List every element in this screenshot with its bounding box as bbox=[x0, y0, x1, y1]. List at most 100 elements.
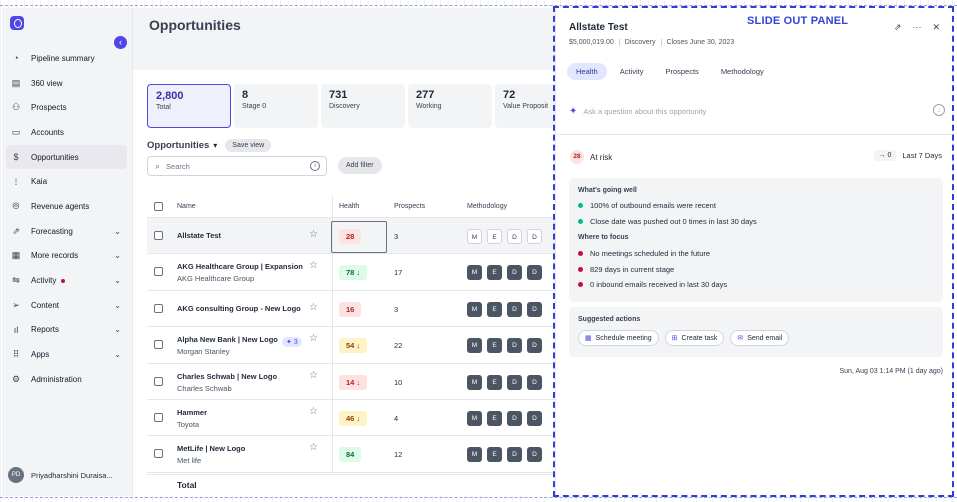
opportunity-name[interactable]: Hammer bbox=[177, 407, 208, 417]
methodology-step-d[interactable]: D bbox=[527, 410, 542, 426]
methodology-step-m[interactable]: M bbox=[467, 338, 482, 354]
table-row[interactable]: AKG Healthcare Group | Expansion AKG Heal… bbox=[147, 254, 555, 291]
sidebar-item-opportunities[interactable]: $ Opportunities bbox=[6, 144, 127, 170]
star-icon[interactable]: ☆ bbox=[309, 301, 318, 313]
account-name[interactable]: Met life bbox=[177, 456, 202, 466]
stage-card-discovery[interactable]: 731 Discovery bbox=[321, 84, 405, 128]
methodology-step-e[interactable]: E bbox=[487, 447, 502, 463]
sidebar-item-revenue-agents[interactable]: ⦾ Revenue agents bbox=[2, 194, 133, 219]
sidebar-item-apps[interactable]: ⠿ Apps ⌄ bbox=[2, 342, 133, 367]
opportunity-name[interactable]: AKG consulting Group - New Logo bbox=[177, 303, 301, 313]
account-name[interactable]: Morgan Stanley bbox=[177, 347, 230, 357]
opportunity-name[interactable]: Allstate Test bbox=[177, 231, 222, 240]
create-task-button[interactable]: ⊞ Create task bbox=[664, 330, 725, 346]
methodology-step-d[interactable]: D bbox=[527, 374, 542, 390]
methodology-step-d[interactable]: D bbox=[527, 447, 542, 463]
opportunity-name[interactable]: MetLife | New Logo bbox=[177, 444, 246, 454]
chevron-down-icon[interactable]: ⌄ bbox=[114, 226, 121, 236]
health-score-badge[interactable]: 46 ↓ bbox=[339, 410, 368, 426]
row-checkbox[interactable] bbox=[154, 267, 163, 277]
health-score-badge[interactable]: 28 bbox=[339, 229, 362, 244]
tab-activity[interactable]: Activity bbox=[619, 67, 644, 76]
tab-health[interactable]: Health bbox=[567, 63, 607, 80]
chevron-down-icon[interactable]: ⌄ bbox=[114, 350, 121, 360]
star-icon[interactable]: ☆ bbox=[309, 442, 318, 454]
methodology-step-d[interactable]: D bbox=[527, 301, 542, 317]
star-icon[interactable]: ☆ bbox=[309, 333, 318, 345]
sidebar-item-reports[interactable]: ıl Reports ⌄ bbox=[2, 318, 133, 343]
schedule-meeting-button[interactable]: ▦ Schedule meeting bbox=[578, 330, 659, 346]
sidebar-item-activity[interactable]: ⇋ Activity ⌄ bbox=[2, 268, 133, 293]
health-score-badge[interactable]: 84 bbox=[339, 447, 362, 463]
methodology-step-d[interactable]: D bbox=[507, 301, 522, 317]
opportunity-name[interactable]: Alpha New Bank | New Logo bbox=[177, 335, 278, 345]
star-icon[interactable]: ☆ bbox=[309, 405, 318, 417]
list-title[interactable]: Opportunities bbox=[147, 140, 210, 151]
table-row[interactable]: MetLife | New Logo Met life ☆ 84 12 M E D D bbox=[147, 436, 555, 473]
account-name[interactable]: Charles Schwab bbox=[177, 383, 232, 393]
methodology-step-d[interactable]: D bbox=[527, 229, 542, 244]
sidebar-item-administration[interactable]: ⚙ Administration bbox=[2, 367, 133, 392]
methodology-step-d[interactable]: D bbox=[507, 338, 522, 354]
user-profile[interactable]: PD Priyadharshini Duraisa... bbox=[8, 467, 113, 483]
sidebar-item-360-view[interactable]: ▤ 360 view bbox=[2, 71, 133, 96]
add-filter-button[interactable]: Add filter bbox=[338, 157, 382, 174]
methodology-step-d[interactable]: D bbox=[507, 265, 522, 281]
methodology-step-d[interactable]: D bbox=[507, 447, 522, 463]
sidebar-item-kaia[interactable]: ⁞ Kaia bbox=[2, 169, 133, 194]
methodology-step-m[interactable]: M bbox=[467, 265, 482, 281]
more-options-icon[interactable]: ··· bbox=[912, 22, 922, 32]
send-icon[interactable]: ↓ bbox=[933, 104, 945, 116]
stage-card-stage-0[interactable]: 8 Stage 0 bbox=[234, 84, 318, 128]
sidebar-item-content[interactable]: ➢ Content ⌄ bbox=[2, 293, 133, 318]
methodology-step-e[interactable]: E bbox=[487, 338, 502, 354]
table-row[interactable]: Alpha New Bank | New Logo Morgan Stanley ✦… bbox=[147, 327, 555, 364]
account-name[interactable]: Toyota bbox=[177, 419, 200, 429]
chevron-down-icon[interactable]: ⌄ bbox=[114, 325, 121, 335]
health-score-badge[interactable]: 78 ↓ bbox=[339, 265, 368, 281]
close-icon[interactable]: ✕ bbox=[932, 22, 940, 32]
methodology-step-d[interactable]: D bbox=[527, 265, 542, 281]
column-methodology[interactable]: Methodology bbox=[467, 203, 508, 210]
methodology-step-m[interactable]: M bbox=[467, 410, 482, 426]
row-checkbox[interactable] bbox=[154, 340, 163, 350]
sidebar-item-pipeline-summary[interactable]: ◔ Pipeline summary bbox=[2, 46, 133, 71]
health-score-badge[interactable]: 16 bbox=[339, 301, 362, 317]
methodology-step-d[interactable]: D bbox=[507, 410, 522, 426]
table-row[interactable]: Charles Schwab | New Logo Charles Schwab ☆… bbox=[147, 363, 555, 400]
ai-insights-badge[interactable]: ✦ 3 bbox=[282, 337, 302, 348]
health-score-badge[interactable]: 14 ↓ bbox=[339, 374, 368, 390]
methodology-step-m[interactable]: M bbox=[467, 374, 482, 390]
chevron-down-icon[interactable]: ⌄ bbox=[114, 251, 121, 261]
opportunity-name[interactable]: Charles Schwab | New Logo bbox=[177, 371, 278, 381]
search-input[interactable]: ⌕ Search i bbox=[147, 156, 327, 176]
collapse-sidebar-button[interactable]: ‹ bbox=[114, 36, 127, 49]
methodology-step-m[interactable]: M bbox=[467, 301, 482, 317]
sidebar-item-forecasting[interactable]: ⇗ Forecasting ⌄ bbox=[2, 219, 133, 244]
tab-methodology[interactable]: Methodology bbox=[720, 67, 764, 76]
column-prospects[interactable]: Prospects bbox=[394, 203, 426, 210]
methodology-step-e[interactable]: E bbox=[487, 374, 502, 390]
row-checkbox[interactable] bbox=[154, 412, 163, 422]
chevron-down-icon[interactable]: ⌄ bbox=[114, 276, 121, 286]
column-health[interactable]: Health bbox=[339, 203, 360, 210]
methodology-step-e[interactable]: E bbox=[487, 410, 502, 426]
table-row[interactable]: Allstate Test ☆ 28 3 M E D D bbox=[147, 218, 555, 255]
column-name[interactable]: Name bbox=[177, 203, 196, 210]
methodology-step-d[interactable]: D bbox=[527, 338, 542, 354]
row-checkbox[interactable] bbox=[154, 376, 163, 386]
opportunity-name[interactable]: AKG Healthcare Group | Expansion bbox=[177, 262, 303, 272]
row-checkbox[interactable] bbox=[154, 303, 163, 313]
chevron-down-icon[interactable]: ▾ bbox=[213, 141, 218, 150]
methodology-step-m[interactable]: M bbox=[467, 447, 482, 463]
row-checkbox[interactable] bbox=[154, 449, 163, 459]
account-name[interactable]: AKG Healthcare Group bbox=[177, 274, 255, 284]
send-email-button[interactable]: ✉ Send email bbox=[730, 330, 790, 346]
save-view-button[interactable]: Save view bbox=[225, 139, 272, 152]
methodology-step-e[interactable]: E bbox=[487, 229, 502, 244]
chevron-down-icon[interactable]: ⌄ bbox=[114, 300, 121, 310]
star-icon[interactable]: ☆ bbox=[309, 229, 318, 240]
sidebar-item-more-records[interactable]: ▦ More records ⌄ bbox=[2, 244, 133, 269]
sidebar-item-accounts[interactable]: ▭ Accounts bbox=[2, 120, 133, 145]
table-row[interactable]: Hammer Toyota ☆ 46 ↓ 4 M E D D bbox=[147, 399, 555, 437]
